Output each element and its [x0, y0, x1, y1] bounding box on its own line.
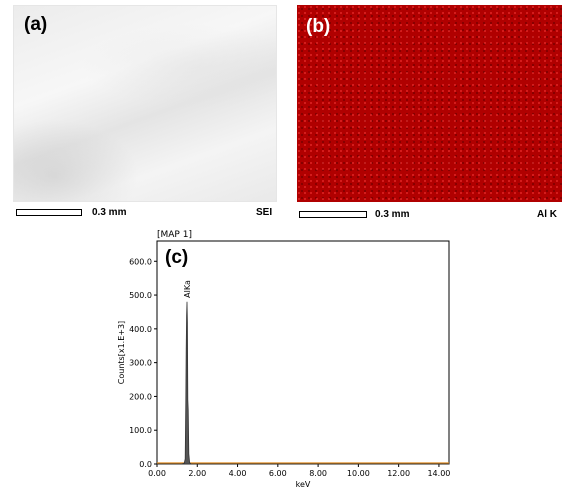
x-axis-title: keV [296, 480, 311, 489]
y-tick-label: 200.0 [129, 392, 152, 401]
x-tick-label: 12.00 [387, 469, 410, 478]
scale-bar-a [16, 209, 82, 216]
y-tick-label: 600.0 [129, 257, 152, 266]
y-axis-title: Counts[x1.E+3] [117, 321, 126, 384]
sei-electron-image [13, 5, 277, 202]
panel-c-label: (c) [165, 247, 189, 268]
map-label: [MAP 1] [157, 230, 192, 240]
x-tick-label: 8.00 [309, 469, 327, 478]
x-tick-label: 0.00 [148, 469, 166, 478]
x-tick-label: 6.00 [269, 469, 287, 478]
al-k-elemental-map [297, 5, 562, 202]
y-tick-label: 500.0 [129, 291, 152, 300]
y-tick-label: 300.0 [129, 359, 152, 368]
y-tick-label: 400.0 [129, 325, 152, 334]
panel-a-mode: SEI [256, 207, 273, 218]
scale-bar-a-text: 0.3 mm [92, 207, 127, 218]
scale-bar-b-text: 0.3 mm [375, 209, 410, 220]
panel-b-label: (b) [306, 16, 331, 37]
panel-b-mode: Al K [537, 209, 557, 220]
y-tick-label: 0.0 [139, 460, 152, 469]
plot-frame [156, 240, 450, 465]
x-tick-label: 10.00 [347, 469, 370, 478]
panel-a-label: (a) [24, 14, 48, 35]
spectrum-series-0 [157, 301, 449, 465]
peak-label-alka: AlKa [183, 280, 192, 298]
scale-bar-b [299, 211, 367, 218]
x-tick-label: 4.00 [229, 469, 247, 478]
x-tick-label: 14.00 [427, 469, 450, 478]
x-tick-label: 2.00 [188, 469, 206, 478]
y-tick-label: 100.0 [129, 426, 152, 435]
